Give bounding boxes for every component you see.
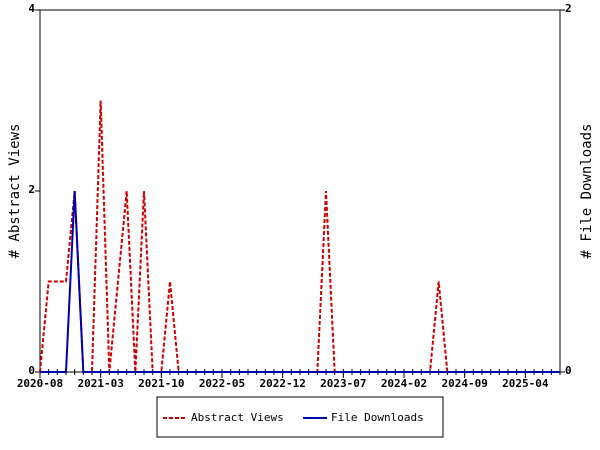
x-tick-label: 2021-10 <box>138 377 184 390</box>
legend-label: File Downloads <box>331 411 424 424</box>
y-tick-label: 4 <box>28 2 35 15</box>
plot-frame <box>39 9 561 373</box>
y2-axis-title: # File Downloads <box>579 124 595 259</box>
x-tick-label: 2022-05 <box>199 377 245 390</box>
x-tick-label: 2020-08 <box>17 377 63 390</box>
x-tick-label: 2022-12 <box>259 377 305 390</box>
x-tick-label: 2024-09 <box>441 377 487 390</box>
y-axis-title: # Abstract Views <box>7 124 23 259</box>
series-line <box>40 190 560 373</box>
x-tick-label: 2025-04 <box>502 377 549 390</box>
legend-label: Abstract Views <box>191 411 284 424</box>
y-tick-label: 0 <box>28 364 35 377</box>
y2-tick-label: 0 <box>565 364 572 377</box>
y2-tick-label: 2 <box>565 2 572 15</box>
series-line <box>39 100 560 373</box>
y-tick-label: 2 <box>28 183 35 196</box>
x-tick-label: 2024-02 <box>381 377 427 390</box>
x-tick-label: 2023-07 <box>320 377 366 390</box>
x-tick-label: 2021-03 <box>77 377 123 390</box>
legend-box <box>156 396 444 438</box>
